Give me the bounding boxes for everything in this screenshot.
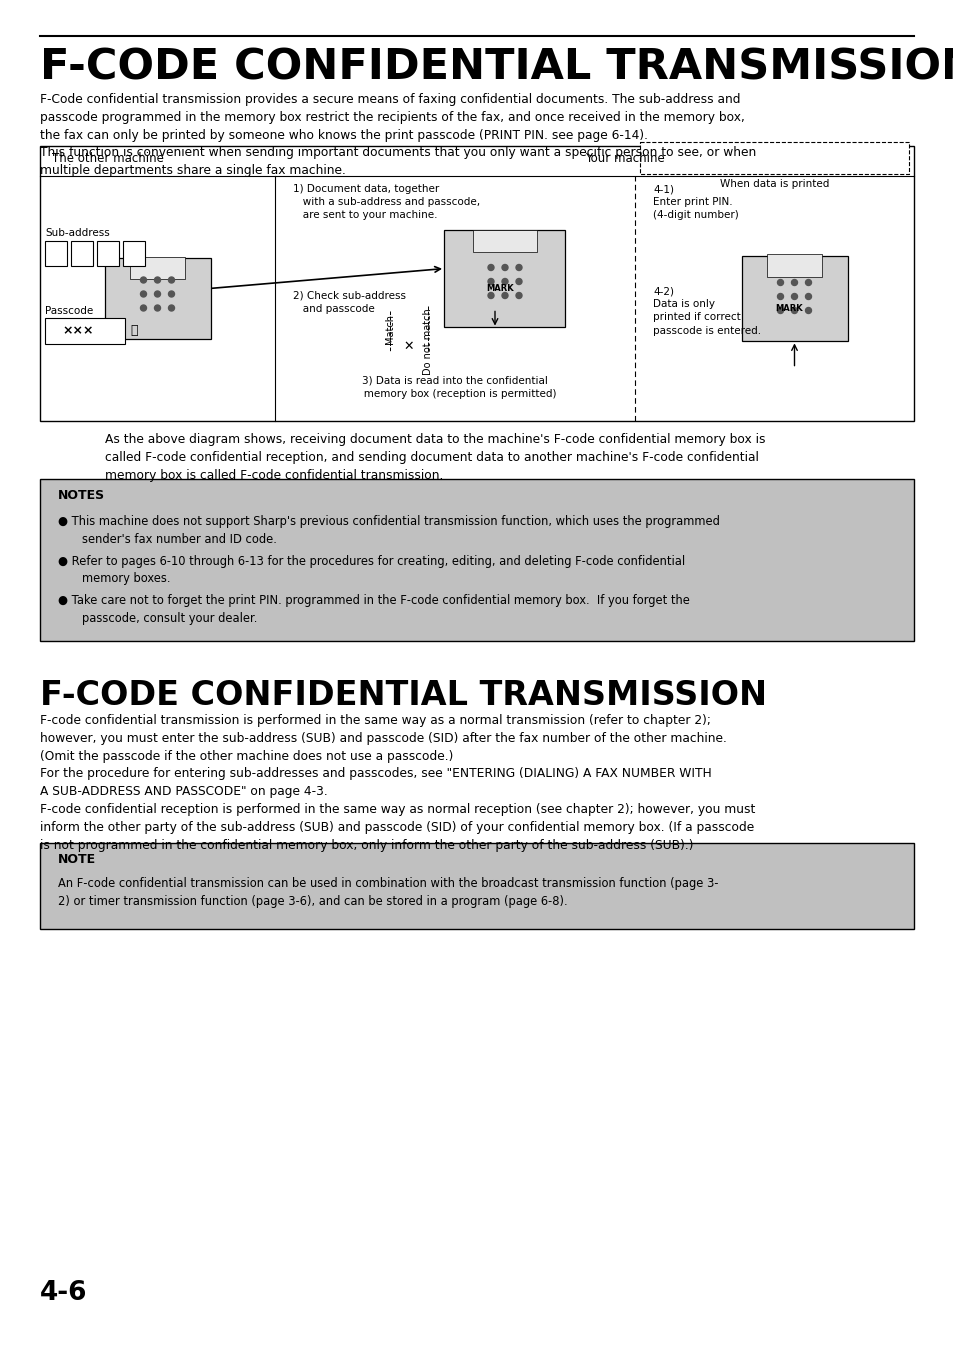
FancyBboxPatch shape — [740, 255, 846, 342]
Circle shape — [516, 265, 521, 270]
Text: 4-2)
Data is only
printed if correct
passcode is entered.: 4-2) Data is only printed if correct pas… — [652, 286, 760, 335]
Circle shape — [501, 278, 507, 285]
Circle shape — [791, 293, 797, 300]
Circle shape — [501, 265, 507, 270]
Circle shape — [791, 280, 797, 285]
Text: ● Refer to pages 6-10 through 6-13 for the procedures for creating, editing, and: ● Refer to pages 6-10 through 6-13 for t… — [58, 555, 684, 567]
Text: Your machine: Your machine — [584, 153, 663, 165]
Text: F-code confidential transmission is performed in the same way as a normal transm: F-code confidential transmission is perf… — [40, 713, 710, 727]
Text: Passcode: Passcode — [45, 305, 93, 316]
Circle shape — [488, 293, 494, 299]
Circle shape — [169, 277, 174, 282]
Text: Do not match: Do not match — [422, 308, 433, 374]
FancyBboxPatch shape — [473, 230, 536, 251]
Text: F-CODE CONFIDENTIAL TRANSMISSION: F-CODE CONFIDENTIAL TRANSMISSION — [40, 46, 953, 88]
FancyBboxPatch shape — [40, 480, 913, 640]
Circle shape — [777, 293, 782, 300]
FancyBboxPatch shape — [105, 258, 211, 339]
Text: ● Take care not to forget the print PIN. programmed in the F-code confidential m: ● Take care not to forget the print PIN.… — [58, 594, 689, 607]
Text: The other machine: The other machine — [52, 153, 164, 165]
Circle shape — [488, 265, 494, 270]
Circle shape — [154, 277, 160, 282]
Circle shape — [777, 280, 782, 285]
Text: 🔑: 🔑 — [130, 324, 137, 338]
Circle shape — [140, 277, 147, 282]
Circle shape — [804, 308, 811, 313]
Text: sender's fax number and ID code.: sender's fax number and ID code. — [82, 532, 276, 546]
Circle shape — [154, 305, 160, 311]
Text: MARK: MARK — [775, 304, 802, 313]
FancyBboxPatch shape — [40, 146, 913, 422]
FancyBboxPatch shape — [97, 240, 119, 266]
Text: 1) Document data, together
   with a sub-address and passcode,
   are sent to yo: 1) Document data, together with a sub-ad… — [293, 184, 479, 220]
FancyBboxPatch shape — [766, 254, 821, 277]
Text: (Omit the passcode if the other machine does not use a passcode.): (Omit the passcode if the other machine … — [40, 750, 453, 762]
Text: the fax can only be printed by someone who knows the print passcode (PRINT PIN. : the fax can only be printed by someone w… — [40, 128, 647, 142]
Circle shape — [154, 290, 160, 297]
Circle shape — [140, 305, 147, 311]
Text: This function is convenient when sending important documents that you only want : This function is convenient when sending… — [40, 146, 756, 159]
Circle shape — [169, 305, 174, 311]
Text: memory box is called F-code confidential transmission.: memory box is called F-code confidential… — [105, 469, 443, 481]
Circle shape — [488, 278, 494, 285]
Text: A SUB-ADDRESS AND PASSCODE" on page 4-3.: A SUB-ADDRESS AND PASSCODE" on page 4-3. — [40, 785, 328, 798]
Text: 2) or timer transmission function (page 3-6), and can be stored in a program (pa: 2) or timer transmission function (page … — [58, 894, 567, 908]
Circle shape — [777, 308, 782, 313]
Text: 3) Data is read into the confidential
   memory box (reception is permitted): 3) Data is read into the confidential me… — [354, 376, 556, 399]
Text: multiple departments share a single fax machine.: multiple departments share a single fax … — [40, 165, 346, 177]
Circle shape — [804, 293, 811, 300]
Text: 4-1)
Enter print PIN.
(4-digit number): 4-1) Enter print PIN. (4-digit number) — [652, 184, 738, 220]
Text: memory boxes.: memory boxes. — [82, 573, 171, 585]
Circle shape — [516, 278, 521, 285]
Text: inform the other party of the sub-address (SUB) and passcode (SID) of your confi: inform the other party of the sub-addres… — [40, 821, 754, 834]
Text: An F-code confidential transmission can be used in combination with the broadcas: An F-code confidential transmission can … — [58, 877, 718, 890]
FancyBboxPatch shape — [71, 240, 92, 266]
Circle shape — [169, 290, 174, 297]
Circle shape — [501, 293, 507, 299]
FancyBboxPatch shape — [639, 142, 908, 174]
FancyBboxPatch shape — [130, 257, 185, 280]
Text: passcode, consult your dealer.: passcode, consult your dealer. — [82, 612, 257, 626]
Text: called F-code confidential reception, and sending document data to another machi: called F-code confidential reception, an… — [105, 451, 758, 463]
Text: F-Code confidential transmission provides a secure means of faxing confidential : F-Code confidential transmission provide… — [40, 93, 740, 105]
Text: As the above diagram shows, receiving document data to the machine's F-code conf: As the above diagram shows, receiving do… — [105, 434, 764, 446]
Text: passcode programmed in the memory box restrict the recipients of the fax, and on: passcode programmed in the memory box re… — [40, 111, 744, 124]
Text: ✕: ✕ — [403, 339, 414, 353]
FancyBboxPatch shape — [444, 231, 565, 327]
Circle shape — [140, 290, 147, 297]
Text: MARK: MARK — [486, 284, 514, 293]
Text: 2) Check sub-address
   and passcode: 2) Check sub-address and passcode — [293, 290, 406, 315]
Text: F-CODE CONFIDENTIAL TRANSMISSION: F-CODE CONFIDENTIAL TRANSMISSION — [40, 680, 766, 712]
Text: NOTES: NOTES — [58, 489, 105, 503]
Text: Sub-address: Sub-address — [45, 228, 110, 238]
Text: When data is printed: When data is printed — [720, 178, 828, 189]
Text: ×××: ××× — [62, 324, 93, 338]
Text: F-code confidential reception is performed in the same way as normal reception (: F-code confidential reception is perform… — [40, 802, 755, 816]
FancyBboxPatch shape — [45, 317, 125, 345]
Text: NOTE: NOTE — [58, 852, 96, 866]
FancyBboxPatch shape — [40, 843, 913, 929]
FancyBboxPatch shape — [123, 240, 145, 266]
FancyBboxPatch shape — [45, 240, 67, 266]
Text: For the procedure for entering sub-addresses and passcodes, see "ENTERING (DIALI: For the procedure for entering sub-addre… — [40, 767, 711, 781]
Text: however, you must enter the sub-address (SUB) and passcode (SID) after the fax n: however, you must enter the sub-address … — [40, 732, 726, 744]
Text: 4-6: 4-6 — [40, 1279, 88, 1306]
Circle shape — [516, 293, 521, 299]
Text: is not programmed in the confidential memory box, only inform the other party of: is not programmed in the confidential me… — [40, 839, 693, 851]
Circle shape — [804, 280, 811, 285]
Circle shape — [791, 308, 797, 313]
Text: ● This machine does not support Sharp's previous confidential transmission funct: ● This machine does not support Sharp's … — [58, 515, 720, 528]
Text: Match: Match — [385, 313, 395, 345]
